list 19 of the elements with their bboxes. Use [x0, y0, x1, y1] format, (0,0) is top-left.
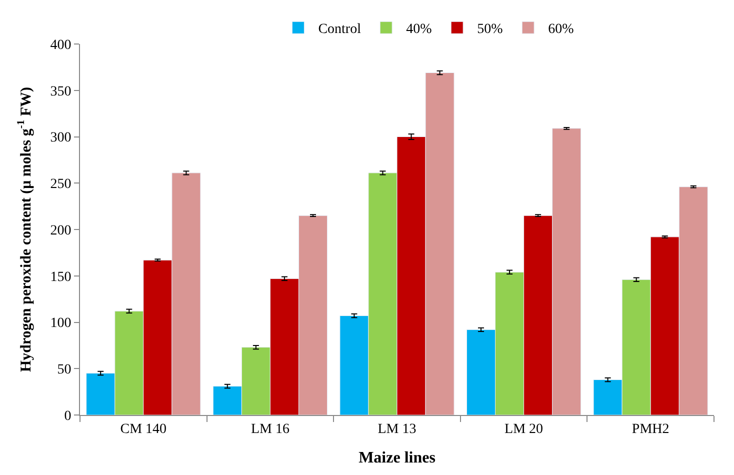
y-tick-label: 250 — [50, 177, 72, 192]
x-tick-label: CM 140 — [120, 422, 167, 437]
y-tick-label: 50 — [57, 362, 72, 378]
legend-label: Control — [318, 22, 362, 38]
legend-label: 50% — [477, 22, 504, 38]
y-tick-label: 200 — [50, 223, 72, 238]
y-tick-label: 150 — [50, 270, 72, 285]
legend-label: 40% — [406, 22, 432, 38]
y-tick-label: 300 — [50, 130, 72, 146]
x-tick-label: LM 20 — [504, 422, 544, 437]
x-tick-label: PMH2 — [632, 422, 670, 437]
legend-label: 60% — [548, 22, 574, 38]
x-tick-label: LM 13 — [378, 422, 416, 437]
y-tick-label: 0 — [64, 408, 72, 424]
y-tick-label: 350 — [50, 84, 72, 100]
y-tick-label: 400 — [50, 38, 72, 53]
x-axis-title: Maize lines — [358, 450, 436, 466]
y-tick-label: 100 — [50, 316, 72, 332]
x-tick-label: LM 16 — [250, 422, 290, 437]
